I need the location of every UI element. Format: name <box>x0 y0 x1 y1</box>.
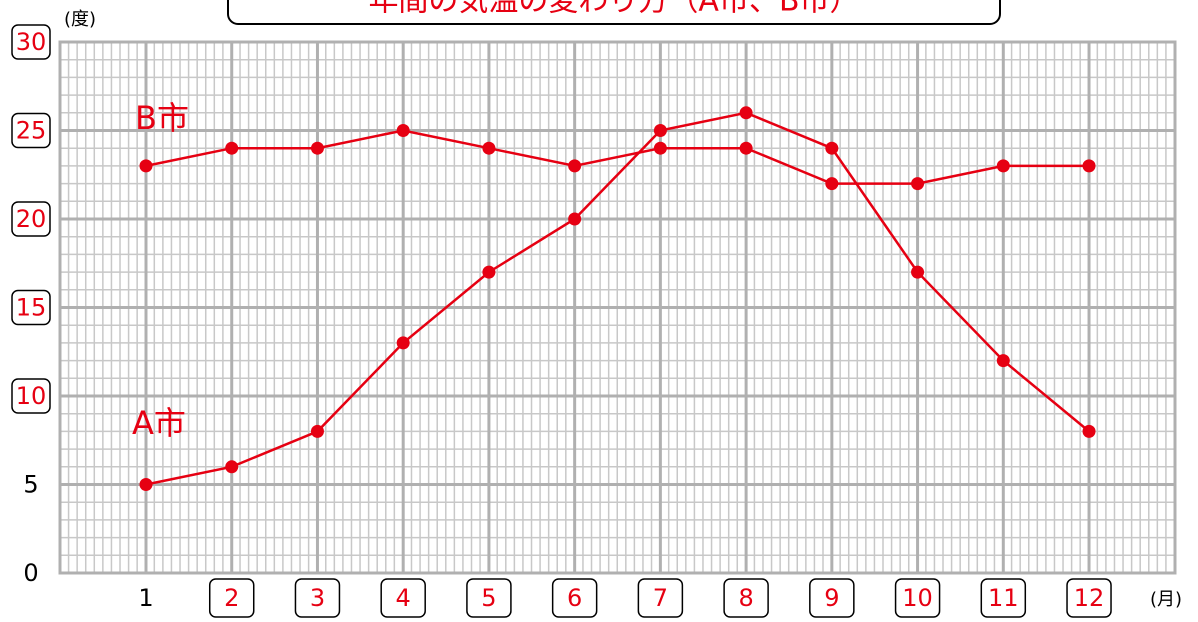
y-tick-label: 15 <box>16 294 47 322</box>
x-tick-label: 7 <box>653 584 668 612</box>
tick-box <box>11 378 51 414</box>
tick-box <box>551 578 598 618</box>
tick-box <box>1066 578 1112 618</box>
title-box <box>227 0 1001 25</box>
tick-box <box>894 578 941 618</box>
chart-title: 年間の気温の変わり方（A市、B市） <box>368 0 859 19</box>
x-tick-label: 8 <box>738 584 753 612</box>
data-point <box>1082 424 1096 438</box>
data-point <box>653 124 667 137</box>
data-point <box>225 460 239 474</box>
tick-box <box>11 24 51 60</box>
data-point <box>739 106 753 120</box>
x-tick-label: 3 <box>310 584 325 612</box>
data-point <box>996 159 1010 173</box>
data-point <box>825 141 839 155</box>
x-tick-label: 4 <box>396 584 411 612</box>
x-tick-label: 12 <box>1074 584 1105 612</box>
y-tick-label: 25 <box>16 117 47 145</box>
data-point <box>310 141 324 155</box>
data-point <box>482 265 496 279</box>
series-label: B市 <box>135 99 189 137</box>
grid <box>58 40 1177 575</box>
series-line <box>145 111 1090 486</box>
tick-box <box>637 578 684 618</box>
y-tick-label: 0 <box>23 559 38 587</box>
x-tick-label: 2 <box>224 584 239 612</box>
data-point <box>653 141 667 155</box>
x-tick-label: 6 <box>567 584 582 612</box>
tick-box <box>466 578 512 618</box>
data-point <box>739 141 753 155</box>
data-point <box>568 212 582 226</box>
data-point <box>396 124 410 137</box>
y-tick-label: 30 <box>16 28 47 56</box>
tick-box <box>11 201 51 237</box>
data-point <box>996 354 1010 368</box>
x-tick-label: 5 <box>481 584 496 612</box>
x-tick-label: 11 <box>988 584 1019 612</box>
series-label: A市 <box>132 404 186 442</box>
data-point <box>1082 159 1096 173</box>
data-point <box>139 159 153 173</box>
data-point <box>825 177 839 191</box>
y-tick-label: 20 <box>16 205 47 233</box>
plot-border <box>58 40 1177 575</box>
x-tick-label: 9 <box>824 584 839 612</box>
tick-box <box>809 578 855 618</box>
tick-box <box>11 289 51 326</box>
x-unit: (月) <box>1150 589 1182 610</box>
data-point <box>911 177 925 191</box>
tick-box <box>11 112 51 149</box>
x-tick-label: 10 <box>902 584 933 612</box>
data-point <box>310 424 324 438</box>
y-tick-label: 5 <box>23 471 38 499</box>
data-point <box>568 159 582 173</box>
y-tick-label: 10 <box>16 382 47 410</box>
data-point <box>482 141 496 155</box>
tick-box <box>208 578 255 618</box>
data-point <box>139 478 153 491</box>
series-line <box>145 129 1090 185</box>
y-unit: (度) <box>64 9 96 30</box>
data-point <box>225 141 239 155</box>
tick-box <box>380 578 426 618</box>
tick-box <box>723 578 769 618</box>
x-tick-label: 1 <box>138 584 153 612</box>
tick-box <box>980 578 1027 618</box>
data-point <box>911 265 925 279</box>
tick-box <box>294 578 341 618</box>
data-point <box>396 336 410 350</box>
